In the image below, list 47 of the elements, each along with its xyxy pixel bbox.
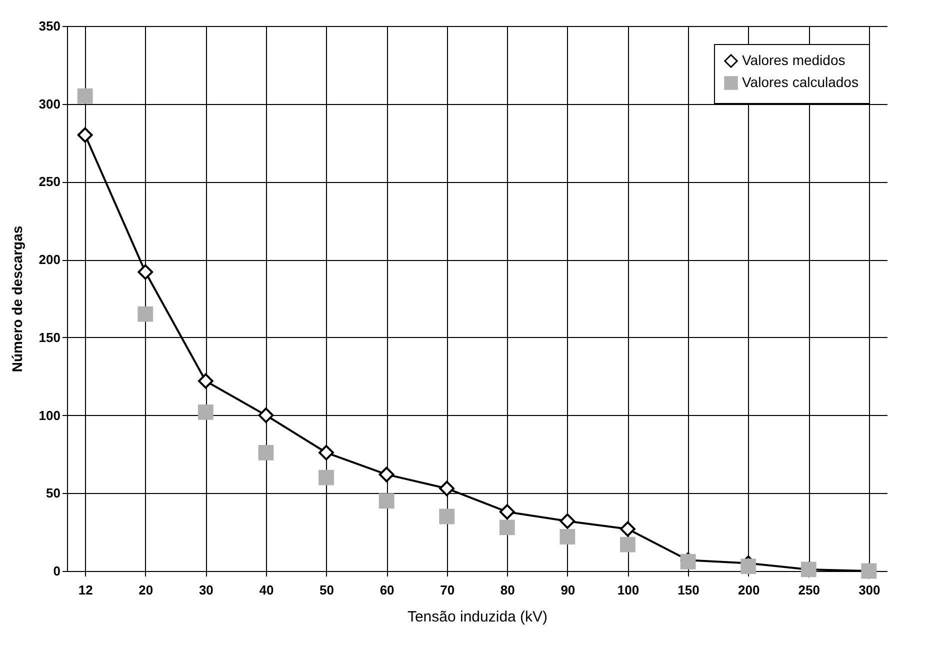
x-axis-title: Tensão induzida (kV): [407, 608, 548, 626]
point: [439, 508, 455, 524]
point: [77, 127, 93, 143]
point: [378, 466, 394, 482]
y-tick-label: 50: [46, 486, 60, 501]
x-tick-label: 50: [320, 582, 334, 598]
x-tick-label: 150: [678, 582, 700, 598]
x-tick-label: 250: [798, 582, 820, 598]
point: [318, 444, 334, 460]
point: [258, 444, 274, 460]
x-tick-label: 300: [858, 582, 880, 598]
point: [740, 558, 756, 574]
y-tick-label: 250: [38, 174, 60, 190]
point: [499, 520, 515, 536]
legend-label: Valores medidos: [742, 52, 846, 68]
x-tick-label: 100: [617, 582, 640, 598]
x-tick-label: 70: [440, 582, 455, 598]
x-tick-label: 30: [198, 582, 214, 598]
x-tick-label: 40: [259, 582, 274, 598]
point: [198, 404, 214, 420]
y-tick-label: 300: [38, 96, 60, 112]
y-tick-label: 200: [38, 252, 60, 268]
point: [77, 88, 93, 104]
point: [439, 480, 455, 496]
point: [620, 521, 636, 537]
point: [560, 529, 576, 544]
point: [499, 504, 515, 520]
x-tick-label: 20: [138, 582, 154, 598]
y-tick-label: 100: [38, 408, 60, 423]
y-tick-label: 350: [38, 18, 60, 34]
x-tick-label: 60: [380, 582, 394, 598]
point: [378, 493, 394, 509]
point: [258, 408, 274, 423]
x-tick-label: 200: [738, 582, 760, 598]
x-tick-label: 90: [560, 582, 576, 598]
point: [620, 536, 636, 552]
x-tick-label: 80: [500, 582, 515, 598]
point: [198, 373, 214, 389]
x-tick-label: 12: [78, 582, 93, 598]
point: [138, 264, 154, 280]
legend-label: Valores calculados: [742, 74, 858, 90]
y-axis-title: Número de descargas: [8, 226, 25, 372]
y-tick-label: 150: [38, 330, 60, 345]
point: [560, 513, 576, 529]
point: [318, 470, 334, 486]
point: [138, 306, 154, 322]
y-tick-label: 0: [53, 564, 60, 578]
